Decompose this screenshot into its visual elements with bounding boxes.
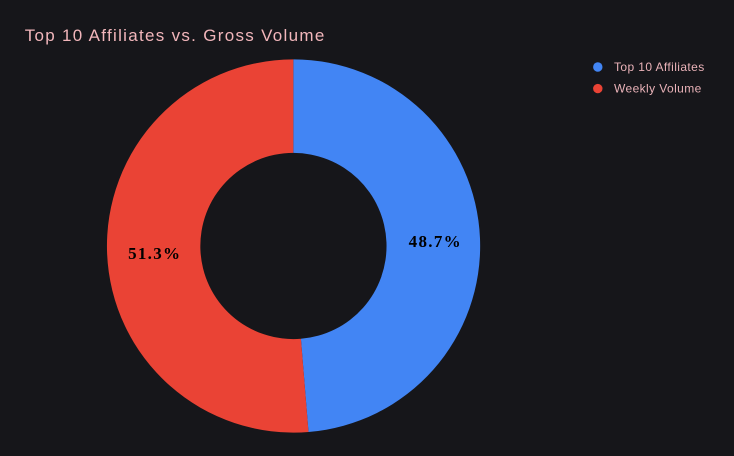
svg-text:Top 10 Affiliates vs. Gross Vo: Top 10 Affiliates vs. Gross Volume (25, 26, 326, 45)
svg-text:Top 10 Affiliates: Top 10 Affiliates (614, 60, 705, 74)
svg-text:Weekly Volume: Weekly Volume (614, 82, 702, 96)
svg-text:51.3%: 51.3% (128, 244, 181, 263)
svg-text:48.7%: 48.7% (409, 232, 462, 251)
